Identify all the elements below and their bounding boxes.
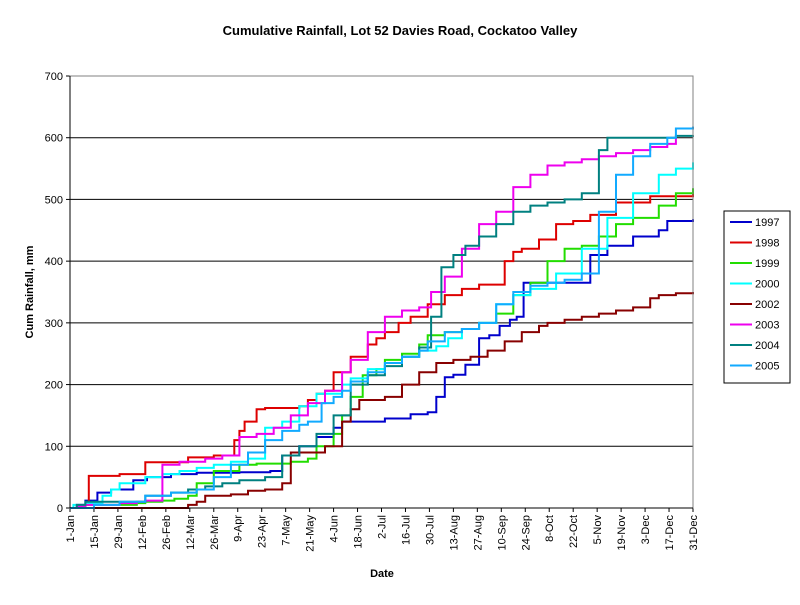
- series-line-2002: [70, 292, 694, 509]
- y-tick-label: 300: [45, 318, 63, 330]
- y-tick-label: 500: [45, 194, 63, 206]
- legend-label-1999: 1999: [755, 258, 779, 270]
- legend-label-2004: 2004: [755, 340, 779, 352]
- legend-label-2003: 2003: [755, 320, 779, 332]
- x-tick-label: 13-Aug: [448, 515, 460, 550]
- x-tick-label: 29-Jan: [113, 515, 125, 549]
- plot-area: 0 100 200 300 400 500 600 700 1-Jan 15-Jan 29-Jan 1…: [45, 71, 700, 552]
- legend-label-1997: 1997: [755, 217, 779, 229]
- y-tick-label: 400: [45, 256, 63, 268]
- x-tick-label: 2-Jul: [377, 515, 389, 539]
- y-tick-label: 200: [45, 380, 63, 392]
- x-tick-label: 9-Apr: [233, 515, 245, 542]
- y-tick-label: 700: [45, 71, 63, 83]
- x-tick-label: 30-Jul: [424, 515, 436, 545]
- x-tick-label: 31-Dec: [688, 515, 700, 551]
- x-tick-label: 23-Apr: [257, 515, 269, 548]
- legend-box: [723, 210, 791, 384]
- series-line-2003: [70, 137, 677, 509]
- x-tick-label: 3-Dec: [640, 515, 652, 545]
- legend-label-2005: 2005: [755, 361, 779, 373]
- legend-label-2000: 2000: [755, 279, 779, 291]
- x-tick-label: 16-Jul: [400, 515, 412, 545]
- legend-label-1998: 1998: [755, 238, 779, 250]
- y-tick-label: 0: [57, 503, 63, 515]
- legend: 1997 1998 1999 2000 2002 2003 2004 2005: [723, 210, 791, 384]
- x-axis-title: Date: [370, 568, 394, 580]
- x-tick-label: 22-Oct: [568, 515, 580, 548]
- x-tick-label: 15-Jan: [89, 515, 101, 549]
- x-tick-label: 12-Feb: [137, 515, 149, 550]
- x-tick-label: 7-May: [281, 515, 293, 546]
- x-tick-label: 10-Sep: [496, 515, 508, 550]
- series-line-2000: [70, 162, 694, 509]
- series-line-2005: [70, 126, 694, 509]
- x-tick-label: 8-Oct: [544, 515, 556, 542]
- x-tick-label: 26-Feb: [161, 515, 173, 550]
- x-tick-label: 1-Jan: [65, 515, 77, 543]
- plot-background: [70, 76, 693, 508]
- x-tick-label: 26-Mar: [209, 515, 221, 550]
- chart-title: Cumulative Rainfall, Lot 52 Davies Road,…: [223, 23, 578, 38]
- y-tick-label: 100: [45, 441, 63, 453]
- x-tick-label: 27-Aug: [472, 515, 484, 550]
- x-tick-label: 24-Sep: [520, 515, 532, 550]
- x-tick-label: 12-Mar: [185, 515, 197, 550]
- legend-label-2002: 2002: [755, 299, 779, 311]
- y-tick-label: 600: [45, 133, 63, 145]
- x-tick-label: 21-May: [305, 515, 317, 552]
- x-tick-label: 17-Dec: [664, 515, 676, 551]
- y-axis-title: Cum Rainfall, mm: [24, 245, 36, 338]
- x-tick-label: 5-Nov: [592, 515, 604, 545]
- x-tick-label: 18-Jun: [353, 515, 365, 549]
- x-tick-label: 4-Jun: [329, 515, 341, 543]
- x-tick-label: 19-Nov: [616, 515, 628, 551]
